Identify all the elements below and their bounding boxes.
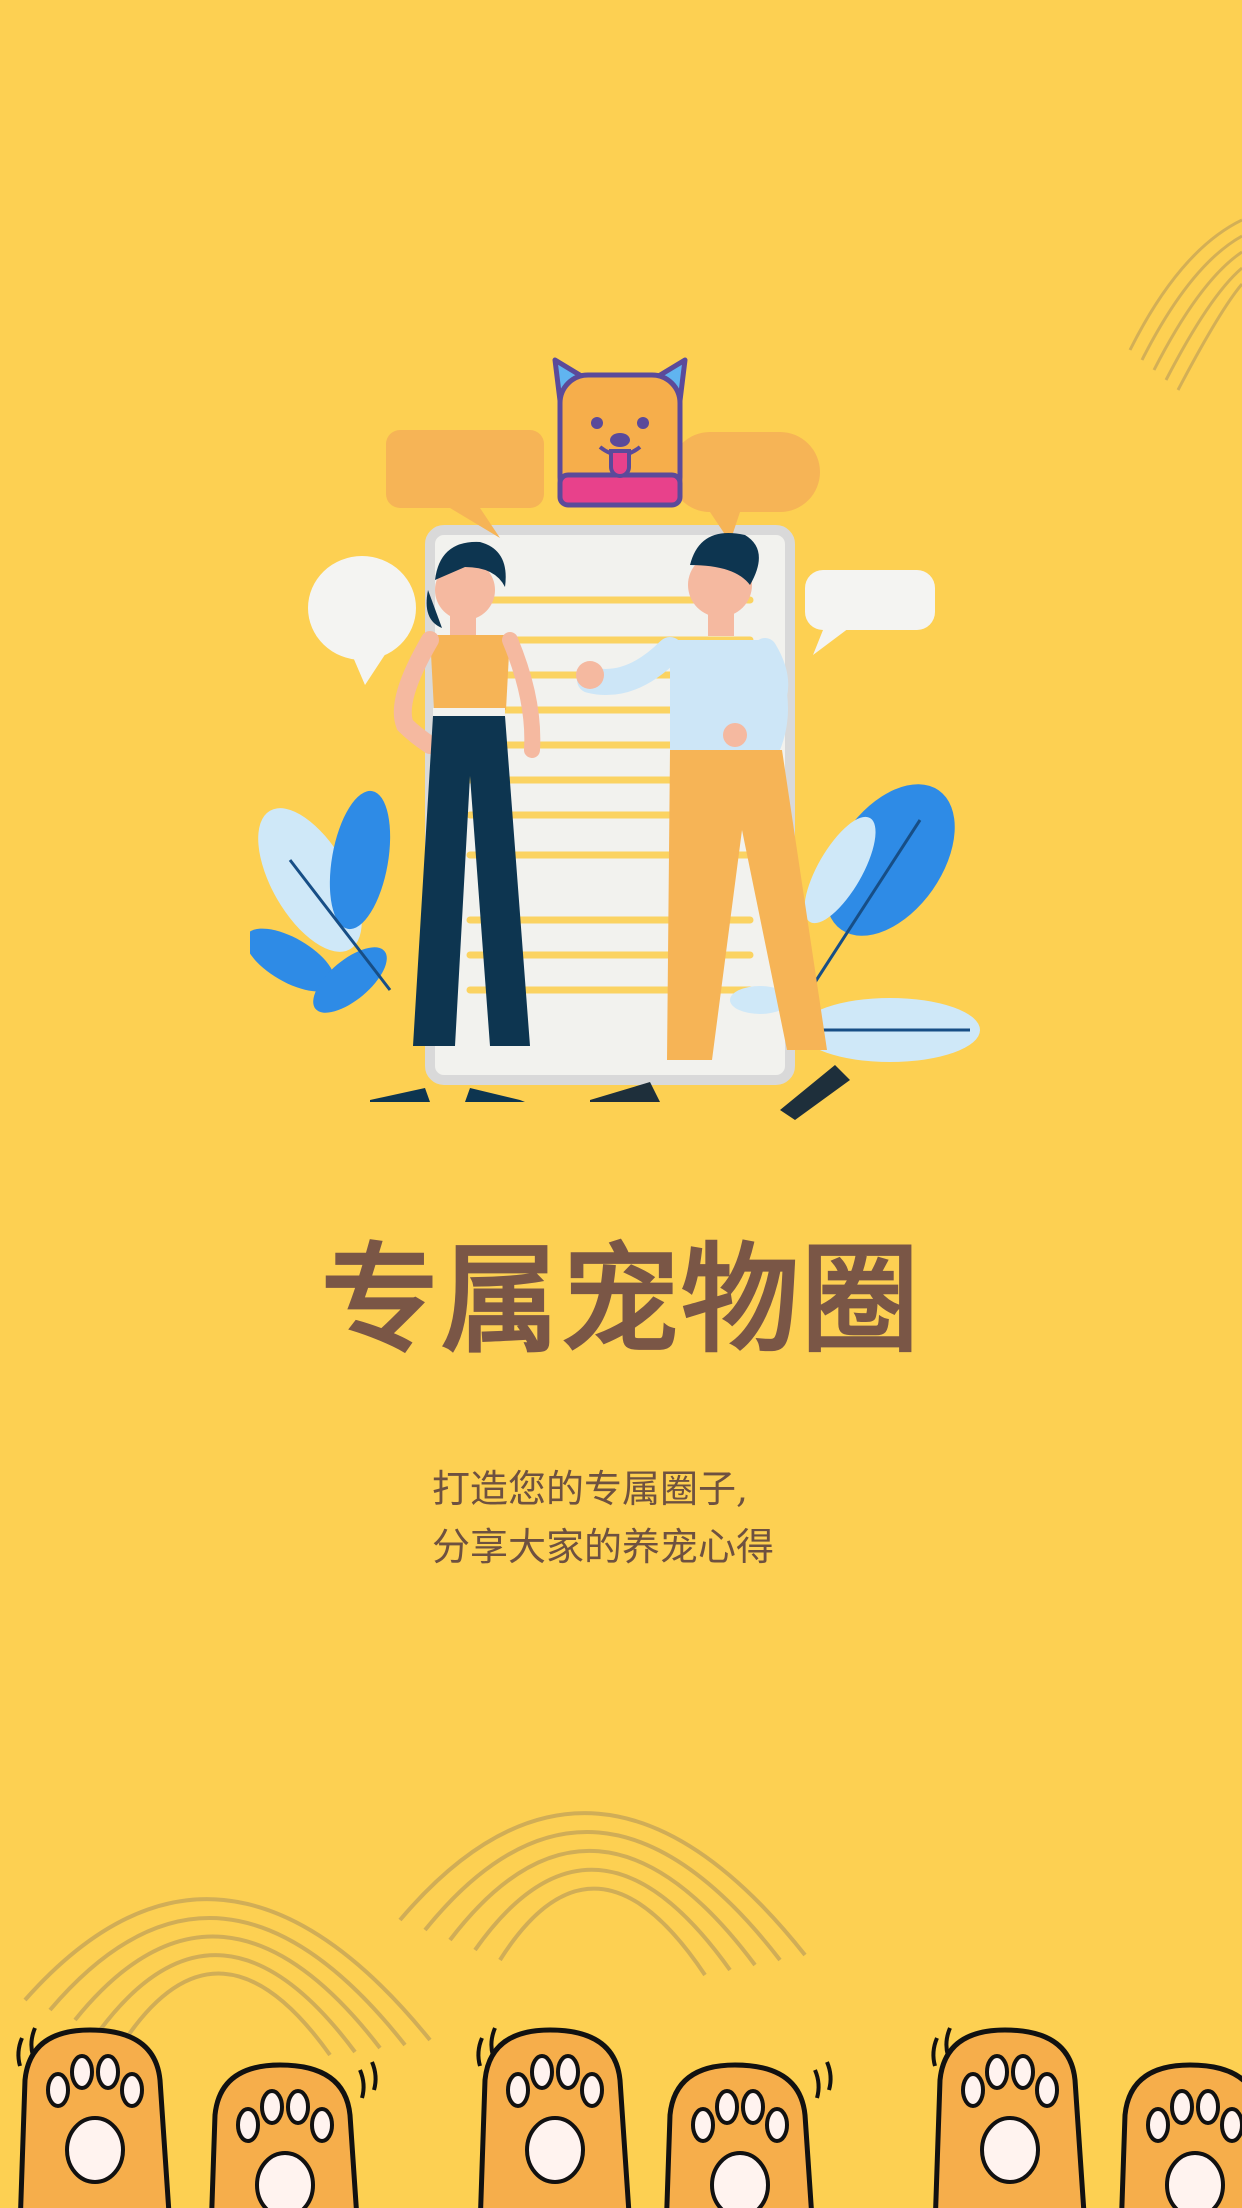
cat-paw-icon [210, 2065, 360, 2208]
woman-figure [370, 541, 541, 1102]
page-title: 专属宠物圈 [320, 1230, 921, 1369]
subtitle-line-1: 打造您的专属圈子, [432, 1467, 749, 1511]
subtitle-line-2: 分享大家的养宠心得 [432, 1525, 775, 1569]
leaves-left-decoration [250, 790, 392, 1013]
bottom-left-arcs-decoration [23, 1897, 432, 2057]
speech-bubble-icon [386, 430, 820, 542]
people-chat-illustration [250, 357, 980, 1120]
man-figure [576, 533, 850, 1120]
leaves-right-decoration [730, 784, 980, 1062]
bottom-center-arcs-decoration [398, 1811, 807, 1977]
page-subtitle: 打造您的专属圈子, 分享大家的养宠心得 [432, 1460, 952, 1576]
cat-paw-icon [20, 2030, 170, 2208]
cat-paw-icon [1120, 2065, 1242, 2208]
cat-paw-icon [935, 2030, 1085, 2208]
cat-paw-icon [480, 2030, 630, 2208]
dog-face-icon [552, 357, 688, 508]
cat-paw-icon [665, 2065, 815, 2208]
paws-decoration [16, 2027, 1242, 2208]
top-right-arcs-decoration [1128, 218, 1242, 391]
